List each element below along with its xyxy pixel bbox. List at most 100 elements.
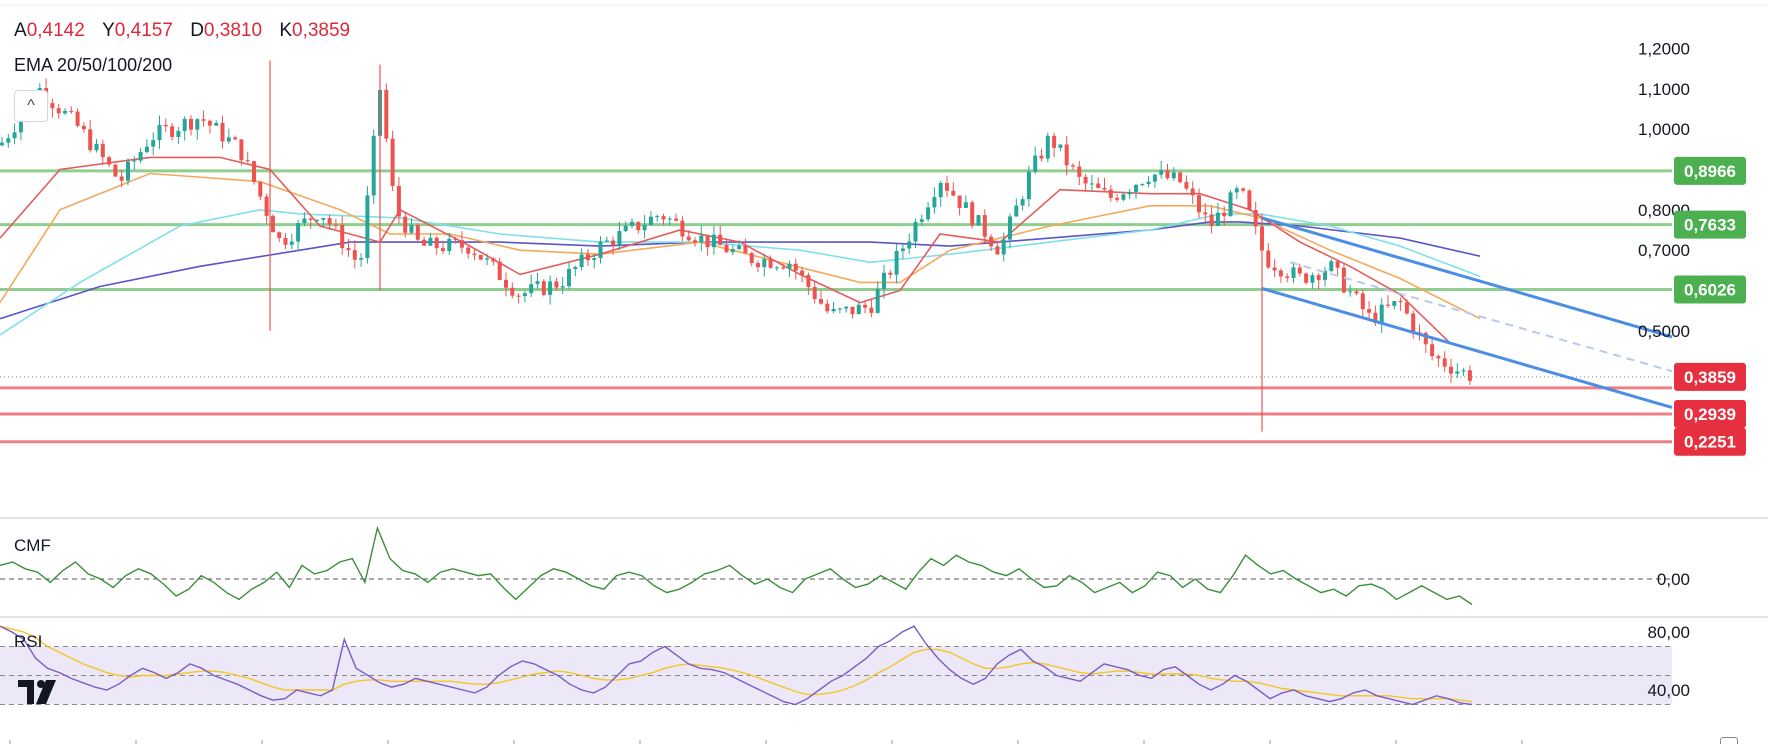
candle-up [655,216,660,218]
candle-down [189,118,193,130]
level-badge-text: 0,6026 [1684,280,1736,299]
candle-up [623,225,628,232]
candle-up [598,241,603,259]
candle-up [787,263,792,269]
candle-down [50,103,55,109]
candle-down [163,124,168,127]
candle-down [352,250,357,260]
rsi-tick-label: 80,00 [1647,623,1690,642]
channel-lower-line[interactable] [1261,287,1673,409]
candle-up [1008,216,1012,240]
candle-down [170,126,175,137]
candle-down [1386,304,1390,306]
candle-down [749,253,754,264]
candle-down [396,185,401,217]
candle-up [831,308,836,312]
candle-up [932,197,937,208]
candle-down [239,139,244,161]
candle-up [1033,155,1038,172]
candle-up [1159,170,1164,175]
candle-up [938,182,943,198]
candle-up [289,241,294,245]
level-badge [1674,399,1746,428]
candle-down [1115,197,1120,200]
candle-up [1171,172,1176,179]
candle-up [1121,194,1126,200]
candle-down [1241,188,1246,191]
candle-down [1165,170,1170,179]
candle-down [403,216,408,233]
candle-up [409,224,414,233]
candle-down [812,287,817,300]
collapse-legend-button[interactable]: ^ [14,90,48,122]
candle-down [693,240,697,243]
candle-down [415,224,420,240]
candle-up [976,215,981,226]
candle-up [1379,304,1384,324]
candle-down [611,240,616,246]
candle-down [308,218,313,220]
candle-down [327,218,332,225]
level-badge [1674,275,1746,304]
candle-down [384,89,389,139]
descending-channel[interactable] [1261,216,1673,409]
candle-up [151,140,156,147]
ohlc-close-value: 0,3859 [292,20,351,41]
candle-down [453,238,458,241]
cmf-tick-label: 0,00 [1657,570,1690,589]
candle-up [711,234,716,248]
candle-down [1064,144,1069,166]
candle-up [144,146,149,153]
candle-down [497,261,502,280]
candle-down [1411,313,1416,333]
candle-up [371,135,376,196]
candle-up [907,241,912,249]
price-tick-label: 1,1000 [1638,80,1690,99]
candle-up [126,161,130,181]
candle-down [636,221,641,231]
candle-down [869,307,874,313]
candle-up [315,219,319,221]
candle-down [1266,250,1271,268]
ema50-line [0,172,1481,320]
candle-down [333,224,338,226]
candle-down [252,161,256,182]
candle-down [1430,344,1435,357]
channel-mid-line[interactable] [1289,261,1673,373]
price-tick-label: 0,5000 [1638,322,1690,341]
scroll-handle[interactable] [1720,737,1738,744]
candle-up [359,258,364,260]
rsi-label[interactable]: RSI [14,632,43,651]
channel-upper-line[interactable] [1261,216,1673,339]
ohlc-legend: A0,4142 Y0,4157 D0,3810 K0,3859 [14,20,350,42]
candlesticks [0,60,1472,432]
candle-up [138,152,143,161]
candle-down [1467,370,1472,381]
cmf-label[interactable]: CMF [14,536,51,555]
candle-up [730,248,735,253]
candle-down [705,235,710,248]
candle-down [107,157,112,165]
candle-down [970,202,975,226]
candle-up [529,284,534,294]
candle-down [1442,358,1447,367]
candle-down [245,160,250,162]
candle-up [844,306,849,309]
ema-lines [0,156,1481,352]
candle-down [1222,212,1227,217]
candle-down [277,232,282,239]
candle-down [1039,155,1044,159]
candle-up [617,231,622,246]
candle-down [1404,302,1409,314]
candle-down [819,299,823,304]
candle-up [1014,205,1019,217]
candle-up [94,143,99,151]
candle-down [1354,291,1359,294]
ema-indicator-label[interactable]: EMA 20/50/100/200 [14,55,173,75]
candle-down [1184,182,1189,189]
candle-down [951,190,956,196]
ohlc-open-value: 0,4142 [26,20,85,41]
candle-up [63,110,67,114]
candle-up [1348,291,1353,293]
